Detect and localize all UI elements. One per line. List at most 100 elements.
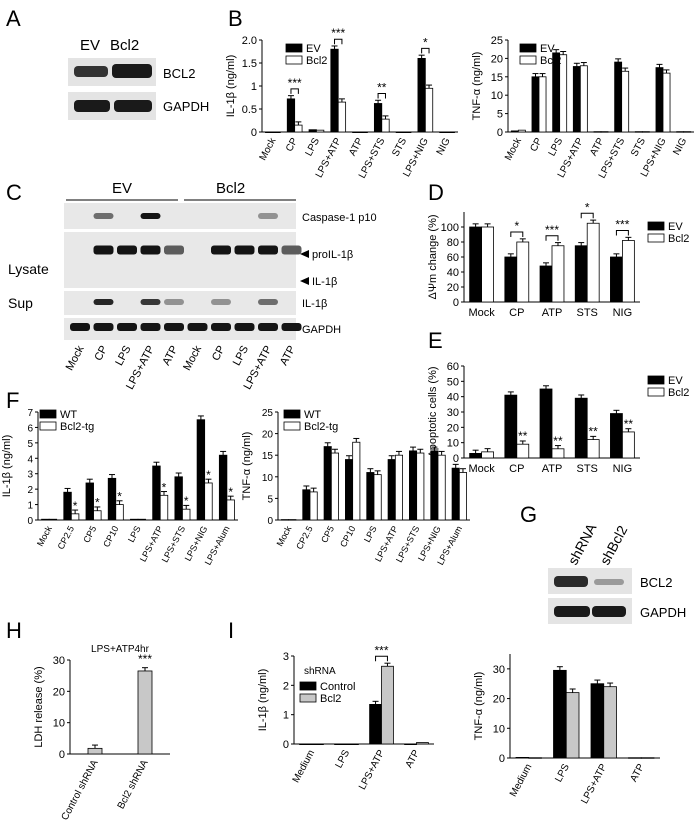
blot-band [258, 245, 278, 255]
y-tick-label: 4 [27, 454, 33, 465]
x-tick-label: LPS [126, 524, 143, 544]
blot-a-band-bcl2-gapdh [114, 100, 152, 112]
bar [308, 129, 317, 133]
legend-label: EV [668, 221, 683, 233]
x-tick-label: CP2.5 [294, 524, 315, 551]
bar [174, 476, 183, 521]
blot-g-band-shrna-bcl2 [554, 576, 588, 587]
y-tick-label: 2.0 [242, 35, 257, 47]
bar [48, 518, 58, 521]
blot-g-band-shbcl2-gapdh [592, 606, 626, 617]
significance-label: ** [589, 425, 599, 439]
bar [265, 131, 274, 134]
legend-title: shRNA [304, 666, 336, 677]
legend-swatch [283, 409, 301, 419]
chart-title: LPS+ATP4hr [91, 644, 150, 655]
significance-label: * [585, 200, 590, 214]
bar [600, 131, 609, 133]
bar [614, 61, 623, 133]
significance-label: * [514, 219, 519, 233]
legend-label: Bcl2-tg [304, 421, 338, 433]
bar [352, 441, 361, 521]
blot-g-label-gapdh: GAPDH [640, 605, 686, 620]
bar [539, 265, 553, 303]
bar [621, 70, 630, 133]
significance-label: *** [615, 218, 629, 232]
panel-letter-H: H [6, 618, 22, 643]
y-tick-label: 0 [497, 127, 503, 139]
y-tick-label: 50 [447, 376, 459, 388]
bar [302, 489, 311, 521]
bar [437, 454, 446, 521]
bar [137, 518, 146, 521]
blot-c-band-il: IL-1β [312, 276, 337, 288]
bar [41, 518, 50, 521]
bar [330, 452, 339, 521]
x-tick-label: CP2.5 [56, 524, 77, 551]
y-axis-label: LDH release (%) [33, 666, 45, 747]
blot-c-band-p10: Caspase-1 p10 [302, 212, 377, 224]
legend-swatch [39, 409, 57, 419]
significance-bracket [334, 38, 343, 45]
blot-band [281, 323, 302, 331]
blot-band [258, 299, 278, 305]
significance-label: ** [624, 417, 634, 431]
blot-c-lane-label: LPS [231, 344, 251, 368]
bar [551, 448, 565, 459]
x-tick-label: STS [576, 307, 597, 319]
blot-a-band-ev-bcl2 [74, 66, 108, 77]
bar [458, 472, 467, 521]
legend-swatch [647, 233, 665, 243]
bar [538, 76, 547, 133]
x-tick-label: NIG [613, 463, 633, 475]
y-axis-label: TNF-α (ng/ml) [241, 432, 253, 501]
x-tick-label: NIG [613, 307, 633, 319]
y-axis-label: TNF-α (ng/ml) [473, 672, 485, 741]
bar [152, 465, 161, 521]
legend-label: Bcl2-tg [60, 421, 94, 433]
y-axis-label: IL-1β (ng/ml) [257, 669, 269, 732]
legend-swatch [283, 421, 301, 431]
bar [159, 494, 169, 521]
significance-label: * [184, 494, 189, 508]
y-tick-label: 15 [491, 72, 503, 84]
x-tick-label: CP [509, 463, 524, 475]
x-tick-label: ATP [347, 136, 366, 158]
x-tick-label: CP10 [338, 524, 357, 549]
x-tick-label: Mock [258, 135, 279, 162]
y-tick-label: 60 [447, 361, 459, 373]
x-tick-label: LPS [334, 748, 353, 770]
bar [416, 452, 425, 521]
x-tick-label: Mock [35, 524, 54, 548]
panel-letter-C: C [6, 180, 22, 205]
significance-label: * [423, 35, 428, 49]
x-tick-label: ATP [404, 748, 423, 770]
legend-swatch [39, 421, 57, 431]
bar [579, 65, 588, 133]
legend-swatch [647, 387, 665, 397]
y-axis-label: Apoptotic cells (%) [427, 366, 439, 457]
y-tick-label: 1 [27, 501, 33, 512]
y-tick-label: 20 [447, 282, 459, 294]
panel-g-blot: shRNA shBcl2 BCL2 GAPDH [548, 520, 686, 624]
bar [404, 743, 417, 746]
y-tick-label: 10 [491, 90, 503, 102]
blot-a-label-bcl2: BCL2 [163, 66, 196, 81]
bar [387, 459, 396, 521]
y-tick-label: 5 [27, 439, 33, 450]
bar [430, 450, 439, 521]
blot-c-band-proil: proIL-1β [312, 249, 353, 261]
legend-swatch [519, 43, 537, 53]
panel-letter-F: F [6, 388, 19, 413]
bar [346, 743, 359, 746]
bar [309, 491, 318, 521]
bar [93, 510, 102, 521]
bar [337, 101, 347, 133]
bar [381, 118, 390, 133]
y-tick-label: 2 [27, 485, 33, 496]
y-tick-label: 1 [283, 710, 289, 722]
blot-band [164, 299, 184, 305]
significance-label: ** [518, 429, 528, 443]
significance-bracket [545, 235, 559, 241]
bar [373, 474, 382, 521]
